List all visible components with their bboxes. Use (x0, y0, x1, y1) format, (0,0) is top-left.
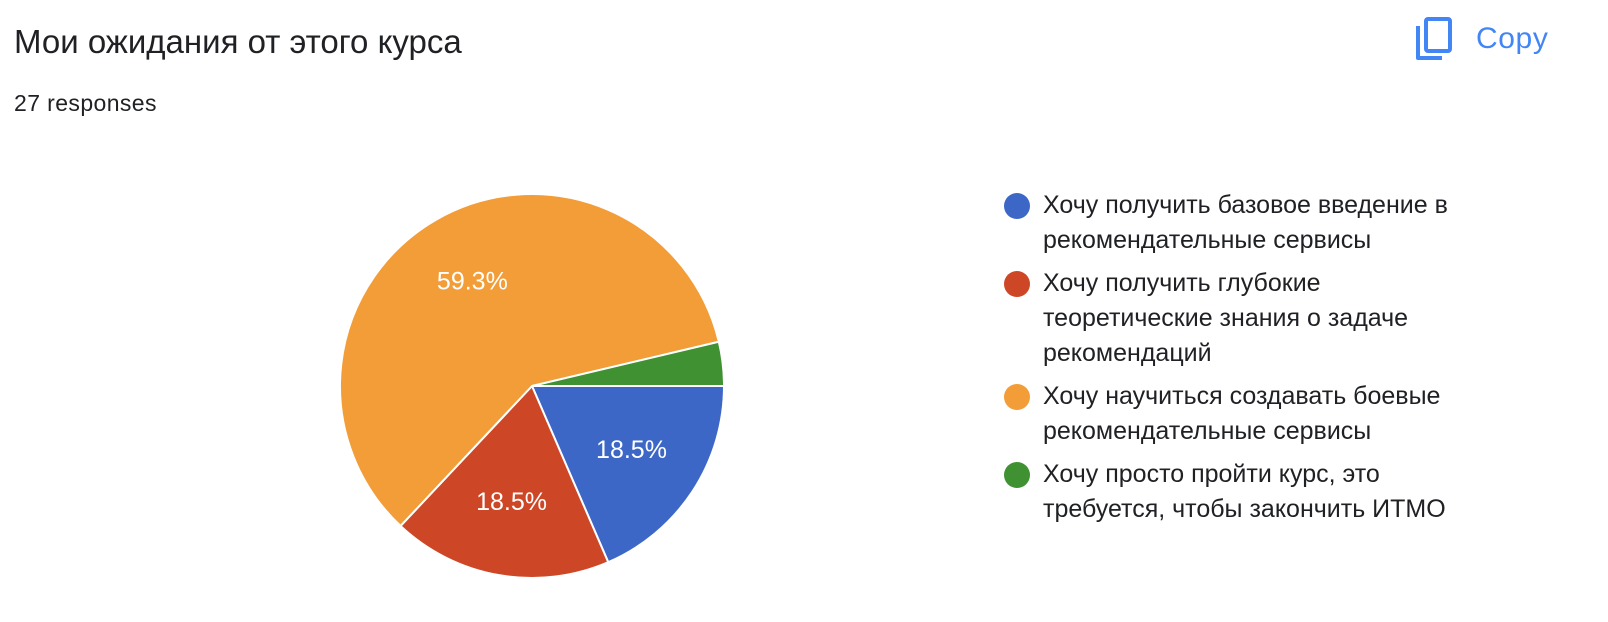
legend-swatch (1004, 462, 1030, 488)
legend-swatch (1004, 271, 1030, 297)
legend-item-4[interactable]: Хочу просто пройти курс, это требуется, … (1004, 457, 1524, 527)
pie-slice-4[interactable] (531, 340, 726, 387)
legend-label: Хочу просто пройти курс, это требуется, … (1043, 460, 1446, 523)
pie-chart: 18.5% 18.5% 59.3% (330, 184, 734, 588)
response-count: 27 responses (14, 90, 157, 116)
copy-button[interactable]: Copy (1404, 10, 1558, 68)
pie-slice-label-2: 18.5% (476, 488, 547, 516)
legend-label: Хочу получить базовое введение в рекомен… (1043, 191, 1448, 254)
pie-slice-3[interactable] (339, 193, 721, 528)
pie-slice-label-1: 18.5% (596, 436, 667, 464)
legend-item-1[interactable]: Хочу получить базовое введение в рекомен… (1004, 188, 1524, 258)
chart-title: Мои ожидания от этого курса (14, 23, 462, 60)
legend-swatch (1004, 193, 1030, 219)
legend-swatch (1004, 384, 1030, 410)
legend-item-2[interactable]: Хочу получить глубокие теоретические зна… (1004, 266, 1524, 371)
chart-legend: Хочу получить базовое введение в рекомен… (1004, 188, 1524, 535)
pie-slice-2[interactable] (399, 384, 610, 579)
copy-label: Copy (1476, 22, 1549, 55)
copy-icon (1414, 16, 1454, 62)
legend-item-3[interactable]: Хочу научиться создавать боевые рекоменд… (1004, 379, 1524, 449)
legend-label: Хочу научиться создавать боевые рекоменд… (1043, 382, 1441, 445)
legend-label: Хочу получить глубокие теоретические зна… (1043, 269, 1409, 367)
pie-slice-1[interactable] (530, 385, 726, 564)
pie-slice-label-3: 59.3% (437, 268, 508, 296)
